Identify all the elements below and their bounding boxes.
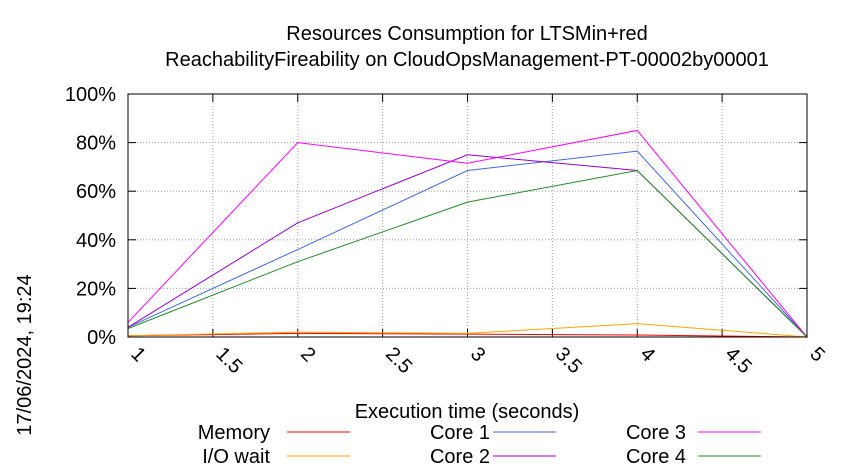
x-tick-label: 1.5	[211, 343, 246, 378]
data-point-i-o-wait	[636, 323, 638, 325]
data-point-core-4	[297, 261, 299, 263]
x-tick-label: 3	[466, 343, 489, 366]
data-point-core-2	[297, 222, 299, 224]
y-tick-label: 20%	[76, 278, 116, 300]
data-point-core-4	[466, 201, 469, 203]
chart-title-line2: ReachabilityFireability on CloudOpsManag…	[165, 49, 769, 71]
x-tick-label: 4	[636, 343, 659, 366]
data-point-core-3	[636, 129, 638, 132]
series-line-core-2	[127, 154, 808, 338]
y-tick-label: 40%	[76, 230, 116, 252]
legend-label-memory: Memory	[198, 422, 270, 444]
x-tick-label: 5	[805, 343, 828, 366]
grid	[128, 94, 807, 337]
series-line-core-3	[127, 129, 808, 338]
x-tick-label: 4.5	[721, 343, 756, 378]
data-point-i-o-wait	[466, 332, 469, 334]
y-axis-ticks: 0% 20% 40% 60% 80% 100%	[65, 84, 807, 349]
chart-title-line1: Resources Consumption for LTSMin+red	[286, 23, 647, 45]
timestamp: 17/06/2024, 19:24	[14, 274, 36, 435]
series-lines	[127, 129, 808, 338]
plot-border	[127, 93, 808, 338]
x-tick-label: 1	[126, 343, 149, 366]
data-point-i-o-wait	[297, 331, 299, 333]
legend-label-core-1: Core 1	[430, 422, 490, 444]
legend-label-i-o-wait: I/O wait	[202, 446, 270, 468]
y-tick-label: 80%	[76, 133, 116, 155]
legend-label-core-3: Core 3	[626, 422, 686, 444]
data-point-core-1	[636, 150, 638, 152]
data-point-core-4	[636, 169, 638, 172]
x-axis-label: Execution time (seconds)	[355, 401, 580, 423]
data-point-core-3	[466, 162, 469, 164]
data-point-core-1	[466, 169, 469, 172]
data-point-memory	[636, 334, 638, 336]
y-tick-label: 60%	[76, 181, 116, 203]
x-tick-label: 3.5	[551, 343, 586, 378]
x-tick-label: 2.5	[381, 343, 416, 378]
y-tick-label: 0%	[87, 327, 116, 349]
data-point-core-1	[297, 248, 299, 251]
y-tick-label: 100%	[65, 84, 116, 106]
legend-label-core-4: Core 4	[626, 446, 686, 468]
data-point-core-2	[466, 154, 469, 156]
x-tick-label: 2	[296, 343, 319, 366]
data-point-core-3	[297, 142, 299, 144]
legend-label-core-2: Core 2	[430, 446, 490, 468]
data-point-memory	[297, 332, 299, 334]
